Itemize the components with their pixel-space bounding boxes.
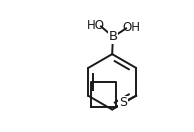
Text: OH: OH (122, 21, 140, 34)
Text: S: S (119, 96, 127, 109)
Text: B: B (108, 30, 117, 43)
Text: HO: HO (87, 19, 105, 32)
